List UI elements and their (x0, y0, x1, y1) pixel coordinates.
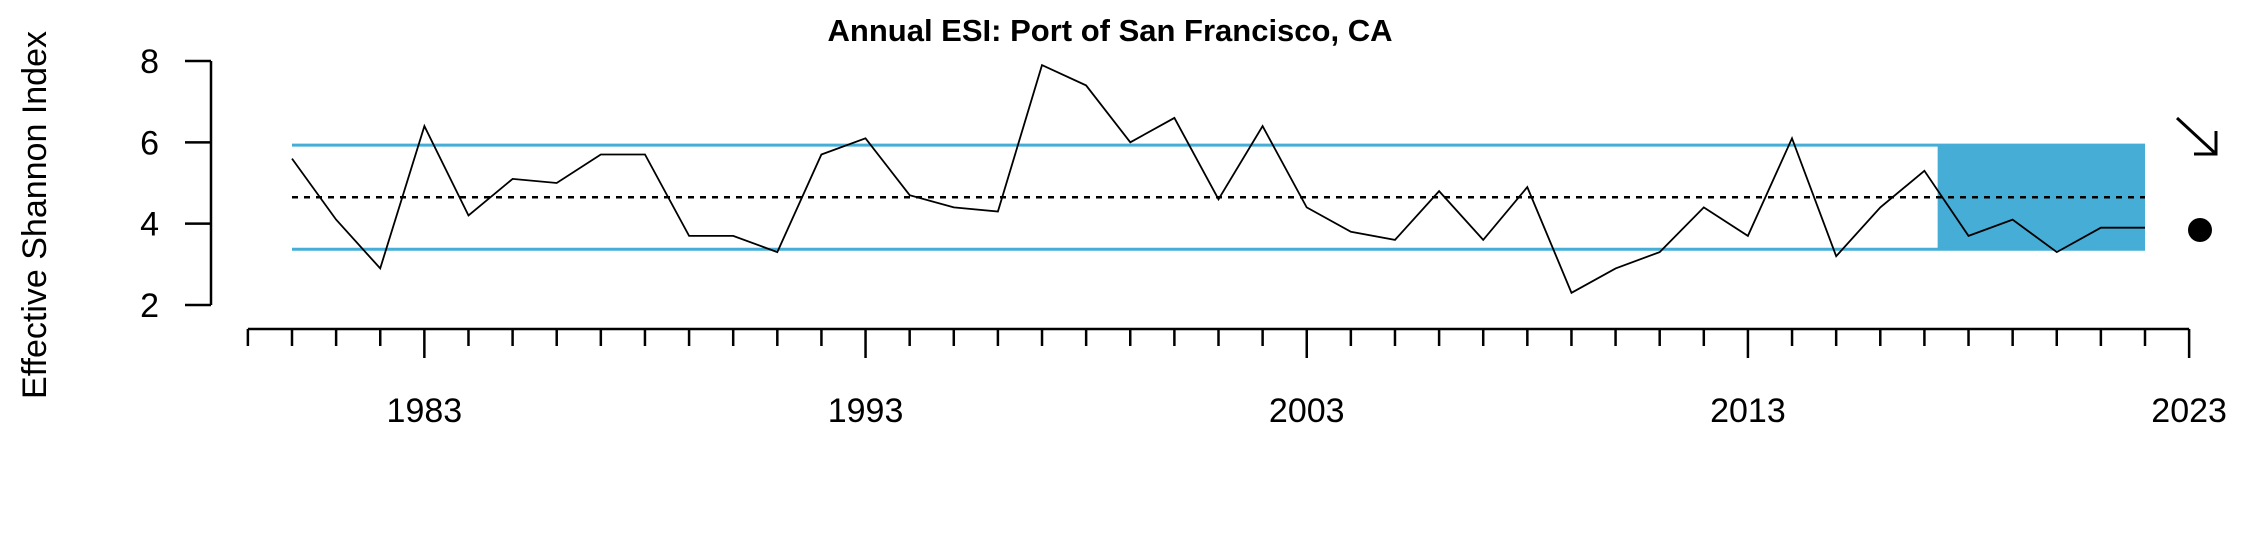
recent-window-layer (1937, 145, 2145, 250)
x-tick-label: 2003 (1269, 392, 1345, 430)
y-tick-label: 2 (140, 287, 159, 325)
y-axis-label: Effective Shannon Index (16, 31, 54, 399)
chart-title: Annual ESI: Port of San Francisco, CA (828, 13, 1393, 48)
y-tick-label: 6 (140, 124, 159, 162)
series-line (291, 63, 2145, 295)
x-tick-label: 2013 (1710, 392, 1786, 430)
status-dot (2188, 218, 2212, 242)
trend-arrow-shaft (2175, 116, 2218, 156)
x-axis: 1983 1993 2003 2013 2023 (246, 327, 2227, 430)
x-tick-label: 2023 (2151, 392, 2227, 430)
indicator-layer (2175, 116, 2218, 242)
y-tick-label: 8 (140, 43, 159, 81)
y-tick-label: 4 (140, 206, 159, 244)
x-tick-label: 1983 (387, 392, 463, 430)
y-axis: 2 4 6 8 (140, 43, 213, 325)
x-tick-label: 1993 (828, 392, 904, 430)
bands-layer (292, 143, 2145, 251)
trend-arrow-head (2194, 131, 2218, 156)
recent-window-rect (1937, 145, 2145, 250)
series-layer (291, 63, 2145, 295)
